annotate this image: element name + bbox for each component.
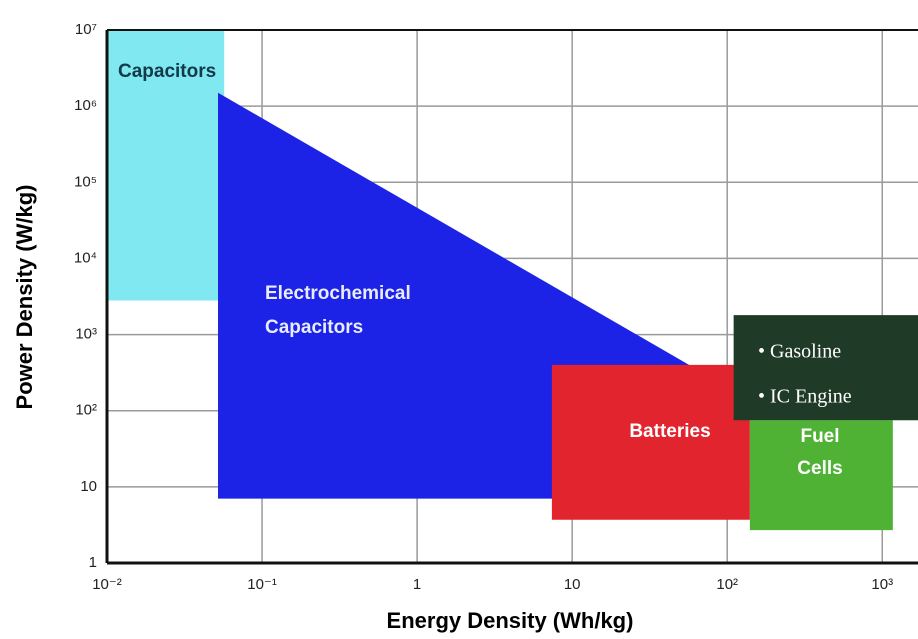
region xyxy=(552,365,750,520)
y-tick-label: 1 xyxy=(89,554,97,571)
chart: Energy Density (Wh/kg) Power Density (W/… xyxy=(0,0,918,639)
region-label: Fuel xyxy=(800,426,839,447)
region-label: Capacitors xyxy=(118,61,216,82)
region-label: • Gasoline xyxy=(758,341,841,363)
x-tick-label: 10⁻² xyxy=(92,576,122,593)
x-tick-label: 10⁻¹ xyxy=(247,576,277,593)
y-tick-label: 10⁷ xyxy=(75,21,97,38)
region-label: Electrochemical xyxy=(265,283,411,304)
y-tick-label: 10³ xyxy=(75,326,97,343)
y-tick-label: 10⁶ xyxy=(74,97,97,114)
y-tick-label: 10⁴ xyxy=(74,249,97,266)
x-tick-label: 1 xyxy=(413,576,421,593)
x-axis-title: Energy Density (Wh/kg) xyxy=(387,608,634,633)
x-tick-label: 10 xyxy=(564,576,581,593)
y-tick-label: 10⁵ xyxy=(74,173,97,190)
page: Energy Density (Wh/kg) Power Density (W/… xyxy=(0,0,918,639)
region-label: Batteries xyxy=(629,421,710,442)
region-label: • IC Engine xyxy=(758,386,852,408)
x-tick-label: 10³ xyxy=(871,576,893,593)
y-tick-label: 10² xyxy=(75,402,97,419)
x-tick-label: 10² xyxy=(716,576,738,593)
y-tick-label: 10 xyxy=(80,478,97,495)
region-label: Cells xyxy=(797,458,842,479)
y-axis-title: Power Density (W/kg) xyxy=(12,185,37,410)
region-label: Capacitors xyxy=(265,317,363,338)
